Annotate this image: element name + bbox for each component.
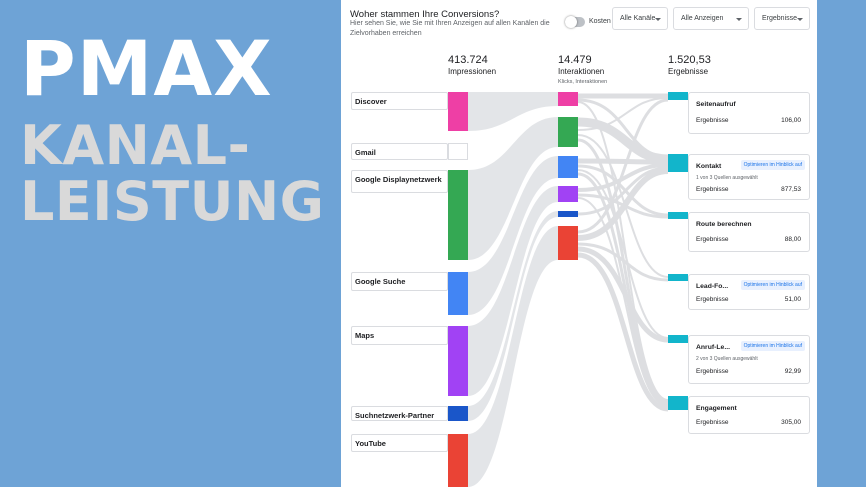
interactions-bar-partner <box>558 211 578 217</box>
hero-line-kanal: KANAL- <box>20 114 251 177</box>
optimize-badge: Optimieren im Hinblick auf <box>740 160 805 170</box>
goal-title: Route berechnen <box>696 221 752 228</box>
results-value: 1.520,53 <box>668 54 711 66</box>
panel-title: Woher stammen Ihre Conversions? <box>350 9 500 20</box>
goal-result-label: Ergebnisse <box>696 296 729 303</box>
goal-card-seitenaufruf[interactable]: Seitenaufruf Ergebnisse 106,00 <box>688 92 810 134</box>
goal-card-engagement[interactable]: Engagement Ergebnisse 305,00 <box>688 396 810 434</box>
results-dropdown[interactable]: Ergebnisse <box>754 7 810 30</box>
goal-result-value: 877,53 <box>781 186 801 193</box>
background-strip <box>817 0 866 487</box>
chevron-down-icon <box>797 18 803 21</box>
goal-marker-1 <box>668 92 688 100</box>
goal-card-call-lead[interactable]: Anruf-Le... Optimieren im Hinblick auf 2… <box>688 335 810 384</box>
impressions-value: 413.724 <box>448 54 488 66</box>
chevron-down-icon <box>655 18 661 21</box>
channels-dropdown-label: Alle Kanäle <box>620 15 656 22</box>
impressions-bar-discover <box>448 92 468 131</box>
interactions-bar-youtube <box>558 226 578 260</box>
impressions-bar-maps <box>448 326 468 396</box>
interactions-sublabel: Klicks, Interaktionen <box>558 79 608 85</box>
channel-youtube[interactable]: YouTube <box>351 434 448 452</box>
goal-sources-note: 1 von 3 Quellen ausgewählt <box>696 175 758 181</box>
goal-result-value: 106,00 <box>781 117 801 124</box>
goal-title: Engagement <box>696 405 737 412</box>
goal-card-route[interactable]: Route berechnen Ergebnisse 88,00 <box>688 212 810 252</box>
goal-marker-6 <box>668 396 688 410</box>
channels-dropdown[interactable]: Alle Kanäle <box>612 7 668 30</box>
goal-card-lead-form[interactable]: Lead-Fo... Optimieren im Hinblick auf Er… <box>688 274 810 310</box>
goal-sources-note: 2 von 3 Quellen ausgewählt <box>696 356 758 362</box>
cost-toggle[interactable] <box>565 16 585 28</box>
goal-result-label: Ergebnisse <box>696 368 729 375</box>
goal-result-label: Ergebnisse <box>696 419 729 426</box>
flow-discover-mid <box>468 92 558 131</box>
flow-goals <box>577 93 669 412</box>
ads-dropdown[interactable]: Alle Anzeigen <box>673 7 749 30</box>
goal-result-label: Ergebnisse <box>696 186 729 193</box>
impressions-label: Impressionen <box>448 67 497 76</box>
channel-gmail[interactable]: Gmail <box>351 143 448 160</box>
flow-search-mid <box>468 156 558 315</box>
goal-result-label: Ergebnisse <box>696 117 729 124</box>
ads-dropdown-label: Alle Anzeigen <box>681 15 724 22</box>
hero-title: PMAX KANAL- LEISTUNG <box>20 28 324 230</box>
flow-display-mid <box>468 117 558 260</box>
flow-maps-mid <box>468 186 558 396</box>
chevron-down-icon <box>736 18 742 21</box>
optimize-badge: Optimieren im Hinblick auf <box>740 341 805 351</box>
hero-line-leistung: LEISTUNG <box>20 170 325 233</box>
optimize-badge: Optimieren im Hinblick auf <box>740 280 805 290</box>
panel-description: Hier sehen Sie, wie Sie mit Ihren Anzeig… <box>350 20 550 37</box>
flow-youtube-mid <box>468 226 558 487</box>
metric-results: 1.520,53 Ergebnisse <box>668 54 711 76</box>
goal-result-label: Ergebnisse <box>696 236 729 243</box>
goal-result-value: 305,00 <box>781 419 801 426</box>
cost-toggle-label: Kosten <box>589 18 611 25</box>
channel-search[interactable]: Google Suche <box>351 272 448 291</box>
impressions-bar-gmail <box>448 143 468 160</box>
goal-title: Lead-Fo... <box>696 283 729 290</box>
impressions-bar-partner <box>448 406 468 421</box>
metric-interactions: 14.479 Interaktionen Klicks, Interaktion… <box>558 54 607 85</box>
interactions-bar-display <box>558 117 578 147</box>
goal-marker-2 <box>668 154 688 172</box>
goal-title: Seitenaufruf <box>696 101 736 108</box>
channel-partner[interactable]: Suchnetzwerk-Partner <box>351 406 448 421</box>
channel-maps[interactable]: Maps <box>351 326 448 345</box>
hero-line-pmax: PMAX <box>20 24 273 113</box>
results-dropdown-label: Ergebnisse <box>762 15 798 22</box>
interactions-bar-discover <box>558 92 578 106</box>
channel-discover[interactable]: Discover <box>351 92 448 110</box>
sankey-flows <box>420 92 688 487</box>
impressions-bar-display <box>448 170 468 260</box>
goal-result-value: 88,00 <box>784 236 801 243</box>
goal-title: Anruf-Le... <box>696 344 730 351</box>
impressions-bar-youtube <box>448 434 468 487</box>
flow-partner-mid <box>468 211 558 421</box>
channel-performance-panel: Woher stammen Ihre Conversions? Hier seh… <box>341 0 817 487</box>
interactions-label: Interaktionen <box>558 67 605 76</box>
toggle-knob[interactable] <box>565 16 577 28</box>
interactions-bar-search <box>558 156 578 178</box>
interactions-bar-maps <box>558 186 578 202</box>
goal-title: Kontakt <box>696 163 722 170</box>
results-label: Ergebnisse <box>668 67 709 76</box>
goal-marker-5 <box>668 335 688 343</box>
goal-card-kontakt[interactable]: Kontakt Optimieren im Hinblick auf 1 von… <box>688 154 810 200</box>
goal-result-value: 51,00 <box>784 296 801 303</box>
channel-display[interactable]: Google Displaynetzwerk <box>351 170 448 193</box>
metric-impressions: 413.724 Impressionen <box>448 54 496 76</box>
goal-result-value: 92,99 <box>784 368 801 375</box>
interactions-value: 14.479 <box>558 54 592 66</box>
goal-marker-3 <box>668 212 688 219</box>
impressions-bar-search <box>448 272 468 315</box>
goal-marker-4 <box>668 274 688 281</box>
